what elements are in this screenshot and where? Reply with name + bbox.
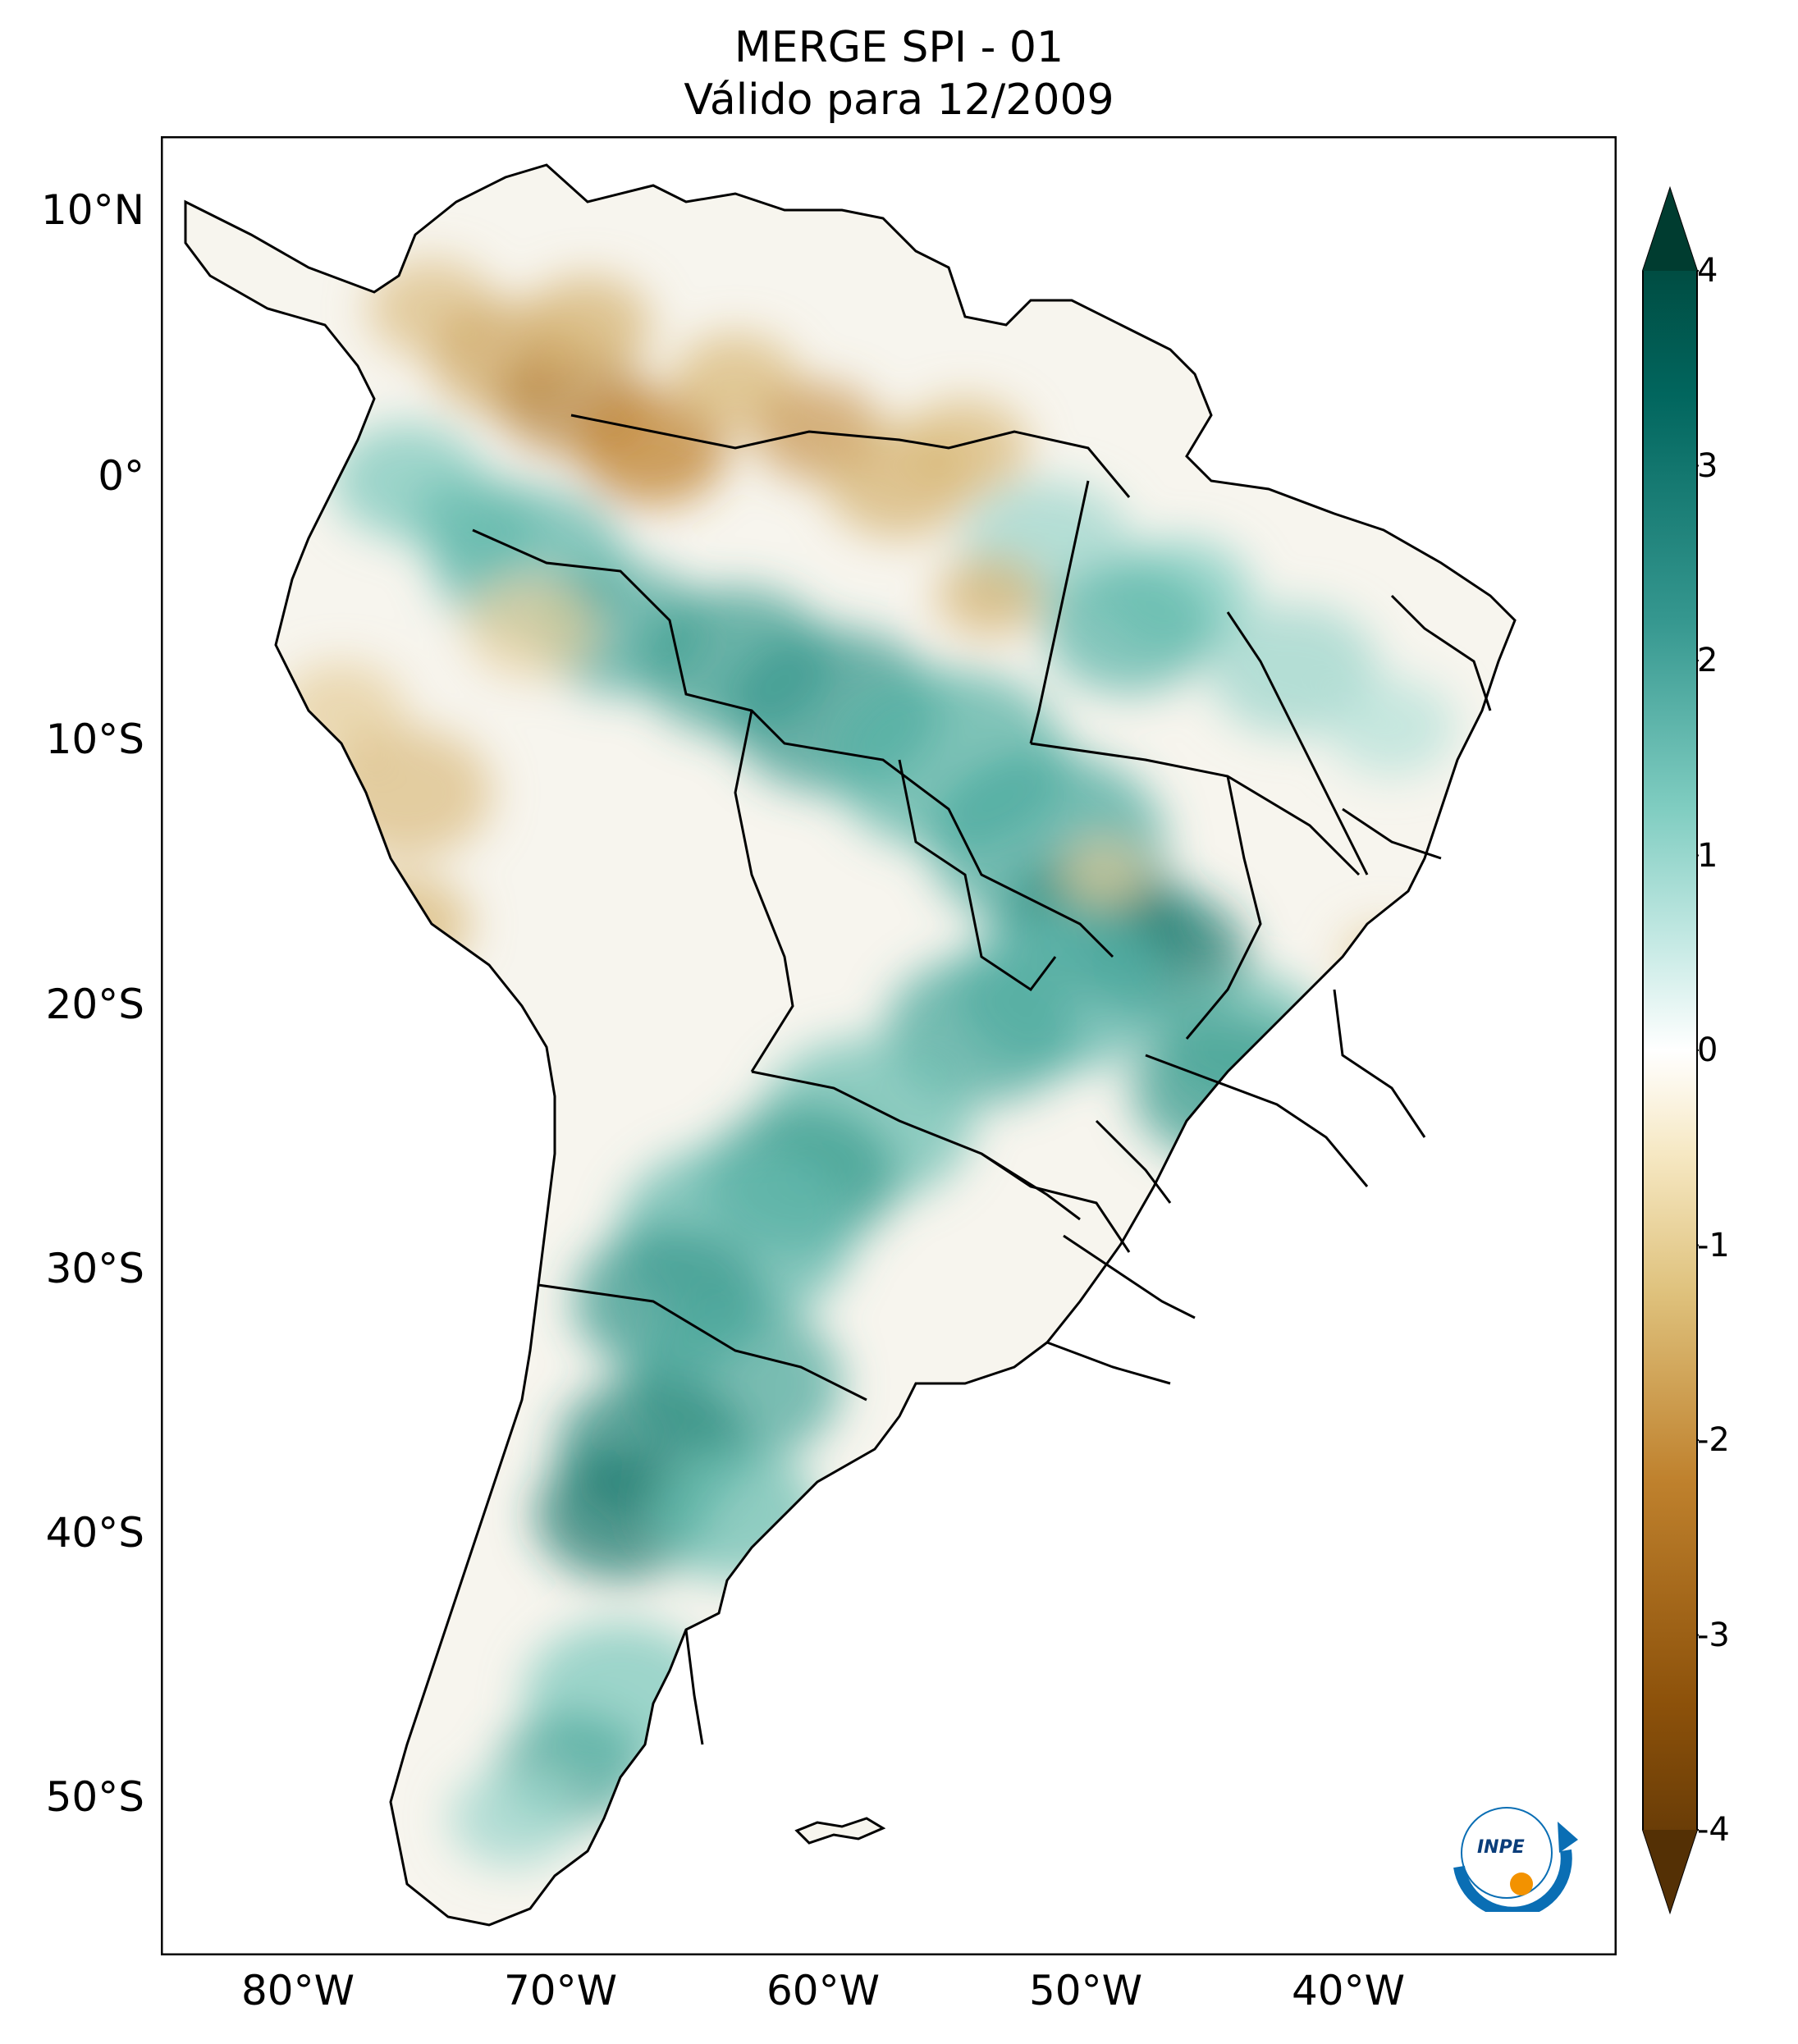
spi-anomaly-patch bbox=[1208, 604, 1379, 735]
lat-label-0: 0° bbox=[98, 452, 144, 500]
lat-label-50s: 50°S bbox=[45, 1773, 144, 1821]
spi-anomaly-patch bbox=[579, 391, 728, 505]
spi-anomaly-patch bbox=[466, 579, 594, 678]
colorbar-bar bbox=[1642, 185, 1698, 1915]
lon-label-40w: 40°W bbox=[1291, 1967, 1406, 2014]
colorbar-tick-label: 0 bbox=[1697, 1031, 1718, 1069]
spi-anomaly-patch bbox=[1044, 563, 1215, 694]
spi-anomaly-patch bbox=[450, 1769, 578, 1868]
lat-label-10n: 10°N bbox=[40, 186, 144, 234]
spi-anomaly-patch bbox=[1062, 842, 1147, 908]
political-borders bbox=[184, 163, 1517, 1927]
spi-anomaly-patch bbox=[1328, 678, 1456, 776]
spi-anomaly-patch bbox=[524, 276, 652, 374]
inpe-logo: INPE bbox=[1453, 1807, 1578, 1912]
colorbar-tick-label: 3 bbox=[1697, 446, 1718, 485]
lat-label-30s: 30°S bbox=[45, 1245, 144, 1292]
falkland-islands bbox=[794, 1817, 886, 1845]
colorbar-tick-label: 1 bbox=[1697, 836, 1718, 875]
colorbar-tick-label: -2 bbox=[1697, 1421, 1730, 1459]
lat-label-40s: 40°S bbox=[45, 1509, 144, 1557]
spi-anomaly-patch bbox=[901, 399, 1029, 497]
chart-subtitle: Válido para 12/2009 bbox=[684, 75, 1114, 125]
chart-title: MERGE SPI - 01 bbox=[734, 23, 1064, 72]
colorbar bbox=[1642, 185, 1699, 1915]
spi-anomaly-patch bbox=[936, 555, 1043, 637]
lat-label-10s: 10°S bbox=[45, 716, 144, 763]
colorbar-tick-label: -4 bbox=[1697, 1811, 1730, 1849]
inpe-logo-text: INPE bbox=[1477, 1837, 1525, 1858]
lon-label-50w: 50°W bbox=[1028, 1967, 1143, 2014]
colorbar-extend-min bbox=[1643, 1830, 1697, 1912]
lon-label-70w: 70°W bbox=[503, 1967, 618, 2014]
spi-field bbox=[277, 259, 1456, 1868]
colorbar-extend-max bbox=[1643, 189, 1697, 271]
colorbar-tick-label: 2 bbox=[1697, 642, 1718, 679]
colorbar-tick-label: -1 bbox=[1697, 1226, 1730, 1264]
lon-label-80w: 80°W bbox=[240, 1967, 355, 2014]
colorbar-tick-label: 4 bbox=[1697, 252, 1718, 290]
map-panel bbox=[161, 136, 1617, 1955]
colorbar-tick-label: -3 bbox=[1697, 1616, 1730, 1654]
lon-label-60w: 60°W bbox=[766, 1967, 881, 2014]
lat-label-20s: 20°S bbox=[45, 981, 144, 1028]
